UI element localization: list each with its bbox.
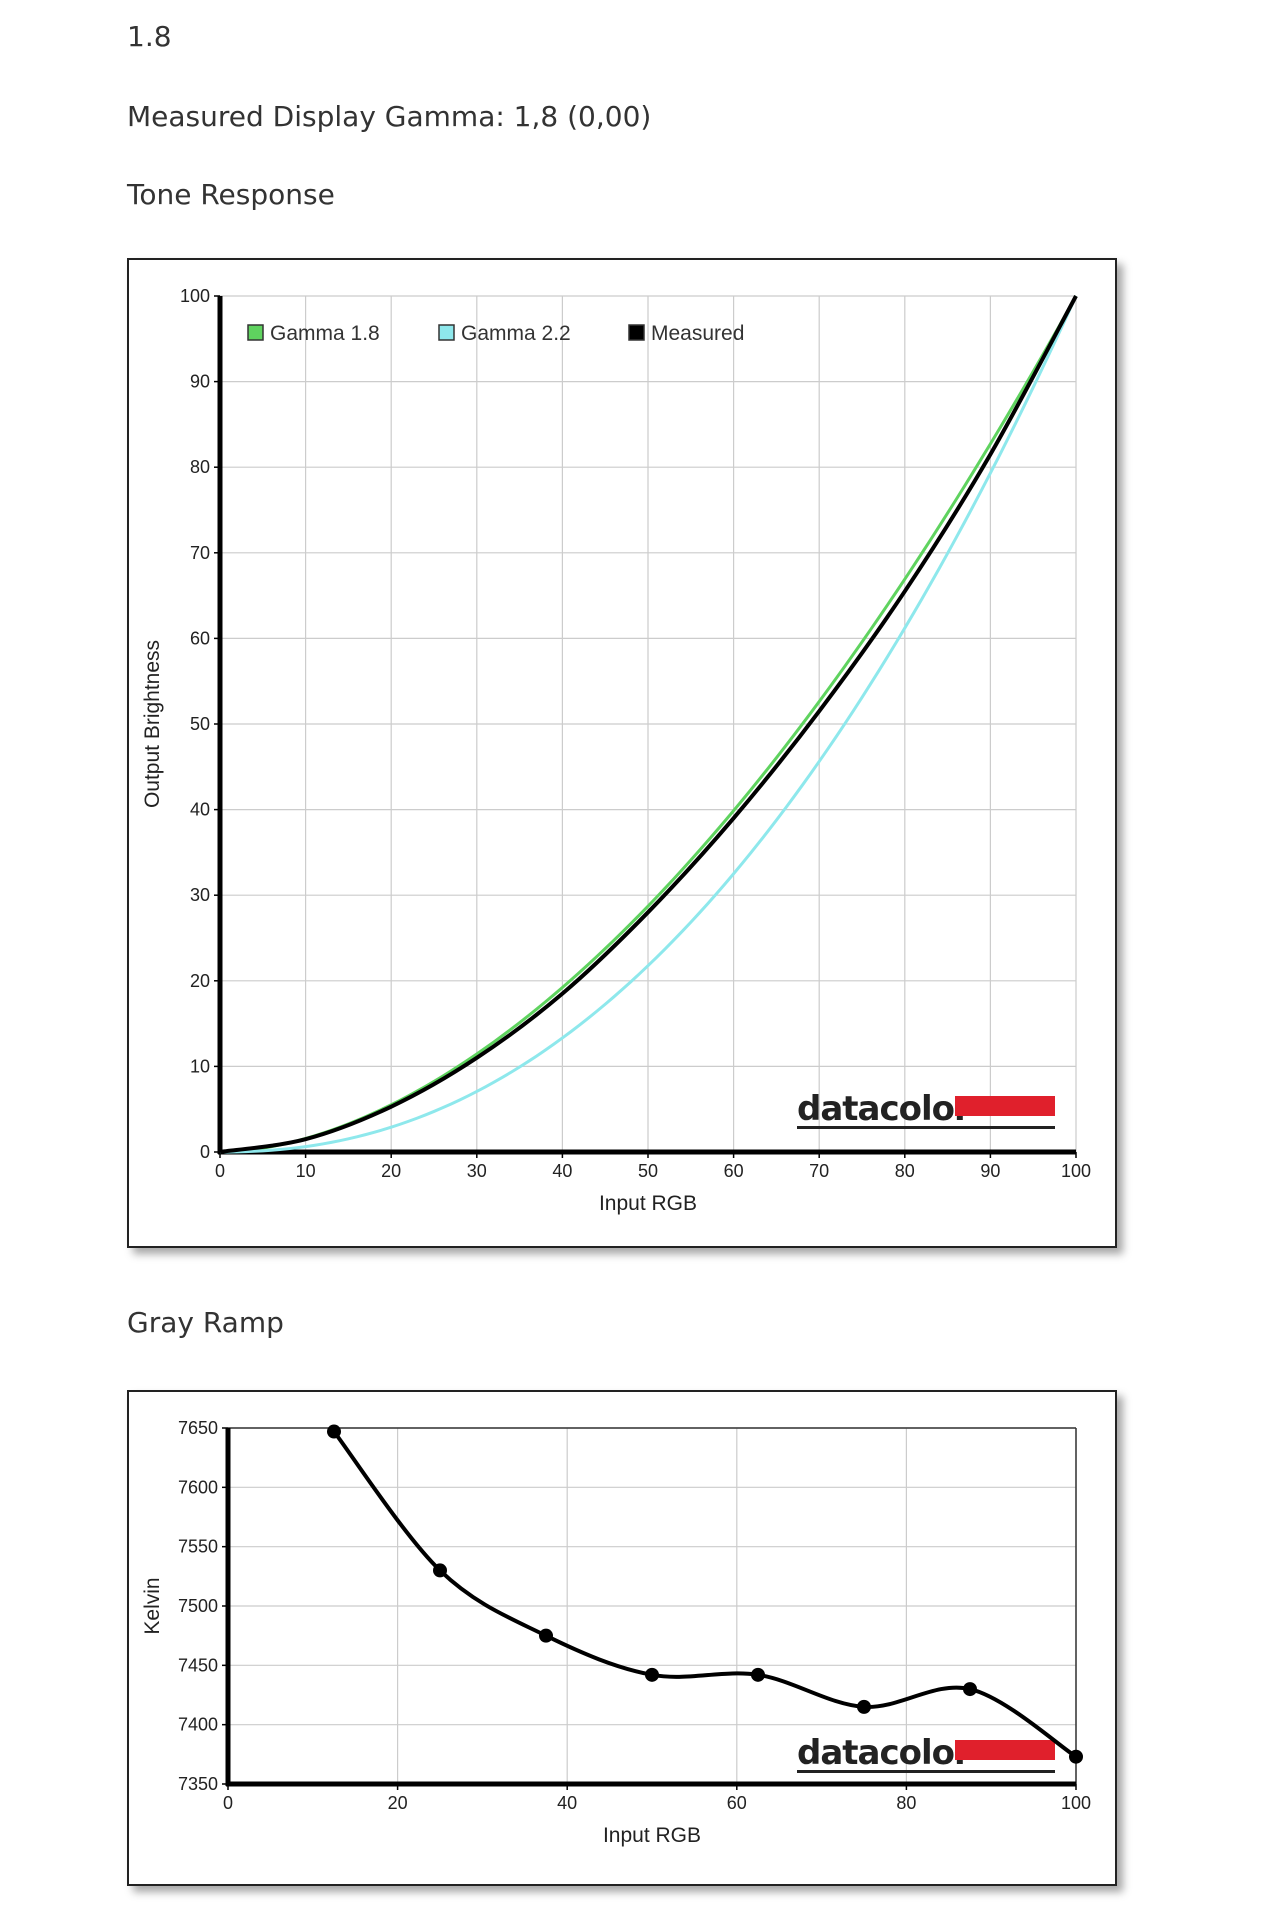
series-line: [219, 295, 1078, 1154]
data-point: [751, 1667, 765, 1682]
series-line: [219, 295, 1078, 1154]
y-tick-label: 10: [190, 1056, 210, 1076]
legend-label: Gamma 1.8: [270, 322, 380, 345]
y-tick-label: 7600: [178, 1477, 218, 1497]
data-point: [433, 1563, 447, 1578]
data-point: [857, 1699, 871, 1714]
x-tick-label: 80: [896, 1793, 916, 1813]
y-tick-label: 70: [190, 543, 210, 563]
data-point: [963, 1682, 977, 1697]
datacolor-logo: datacolor: [797, 1733, 1055, 1773]
legend-swatch: [247, 324, 264, 341]
x-tick-label: 20: [381, 1161, 401, 1181]
y-axis-title: Kelvin: [141, 1577, 164, 1634]
logo-bar: [955, 1740, 1055, 1760]
data-point: [645, 1667, 659, 1682]
y-tick-label: 30: [190, 885, 210, 905]
x-tick-label: 60: [727, 1793, 747, 1813]
y-tick-label: 7550: [178, 1537, 218, 1557]
legend-label: Gamma 2.2: [461, 322, 571, 345]
y-tick-label: 90: [190, 372, 210, 392]
y-axis-title: Output Brightness: [141, 640, 164, 808]
logo-underline: [797, 1770, 1055, 1773]
logo-underline: [797, 1126, 1055, 1129]
y-tick-label: 50: [190, 714, 210, 734]
y-tick-label: 80: [190, 457, 210, 477]
y-tick-label: 40: [190, 800, 210, 820]
logo-text: datacolor: [797, 1089, 971, 1129]
x-tick-label: 10: [296, 1161, 316, 1181]
y-tick-label: 7350: [178, 1774, 218, 1794]
data-point: [539, 1628, 553, 1643]
x-tick-label: 50: [638, 1161, 658, 1181]
y-tick-label: 7450: [178, 1655, 218, 1675]
x-tick-label: 0: [215, 1161, 225, 1181]
y-tick-label: 60: [190, 628, 210, 648]
x-tick-label: 20: [388, 1793, 408, 1813]
gray-ramp-title: Gray Ramp: [127, 1306, 284, 1339]
data-point: [327, 1424, 341, 1439]
x-tick-label: 80: [895, 1161, 915, 1181]
series-line: [332, 1430, 1078, 1759]
measured-gamma-heading: Measured Display Gamma: 1,8 (0,00): [127, 100, 652, 133]
legend-label: Measured: [651, 322, 744, 345]
gamma-value-heading: 1.8: [127, 20, 172, 53]
legend-swatch: [628, 324, 645, 341]
tone-response-title: Tone Response: [127, 178, 335, 211]
tone-response-chart: 0 10 20 30 40 50 60 70 80 90 100 0 10 20 30 40 50 60 70 80 9…: [141, 286, 1091, 1215]
x-axis-title: Input RGB: [599, 1192, 697, 1215]
x-tick-label: 70: [809, 1161, 829, 1181]
y-tick-label: 7650: [178, 1418, 218, 1438]
y-tick-label: 20: [190, 971, 210, 991]
y-tick-label: 0: [200, 1142, 210, 1162]
logo-text: datacolor: [797, 1733, 971, 1773]
x-tick-label: 40: [557, 1793, 577, 1813]
x-tick-label: 90: [980, 1161, 1000, 1181]
tone-response-panel: 0 10 20 30 40 50 60 70 80 90 100 0 10 20 30 40 50 60 70 80 9…: [127, 258, 1117, 1248]
y-tick-label: 7500: [178, 1596, 218, 1616]
y-tick-label: 100: [180, 286, 210, 306]
x-tick-label: 60: [724, 1161, 744, 1181]
legend-swatch: [438, 324, 455, 341]
x-tick-label: 30: [467, 1161, 487, 1181]
x-tick-label: 100: [1061, 1793, 1091, 1813]
gray-ramp-chart: 0 20 40 60 80 100 7350 7400 7450 7500 7550 7600 7650…: [141, 1418, 1091, 1847]
gray-ramp-panel: 0 20 40 60 80 100 7350 7400 7450 7500 7550 7600 7650…: [127, 1390, 1117, 1886]
y-tick-label: 7400: [178, 1715, 218, 1735]
datacolor-logo: datacolor: [797, 1089, 1055, 1129]
logo-bar: [955, 1096, 1055, 1116]
x-axis-title: Input RGB: [603, 1824, 701, 1847]
x-tick-label: 40: [552, 1161, 572, 1181]
x-tick-label: 100: [1061, 1161, 1091, 1181]
x-tick-label: 0: [223, 1793, 233, 1813]
data-point: [1069, 1749, 1083, 1764]
